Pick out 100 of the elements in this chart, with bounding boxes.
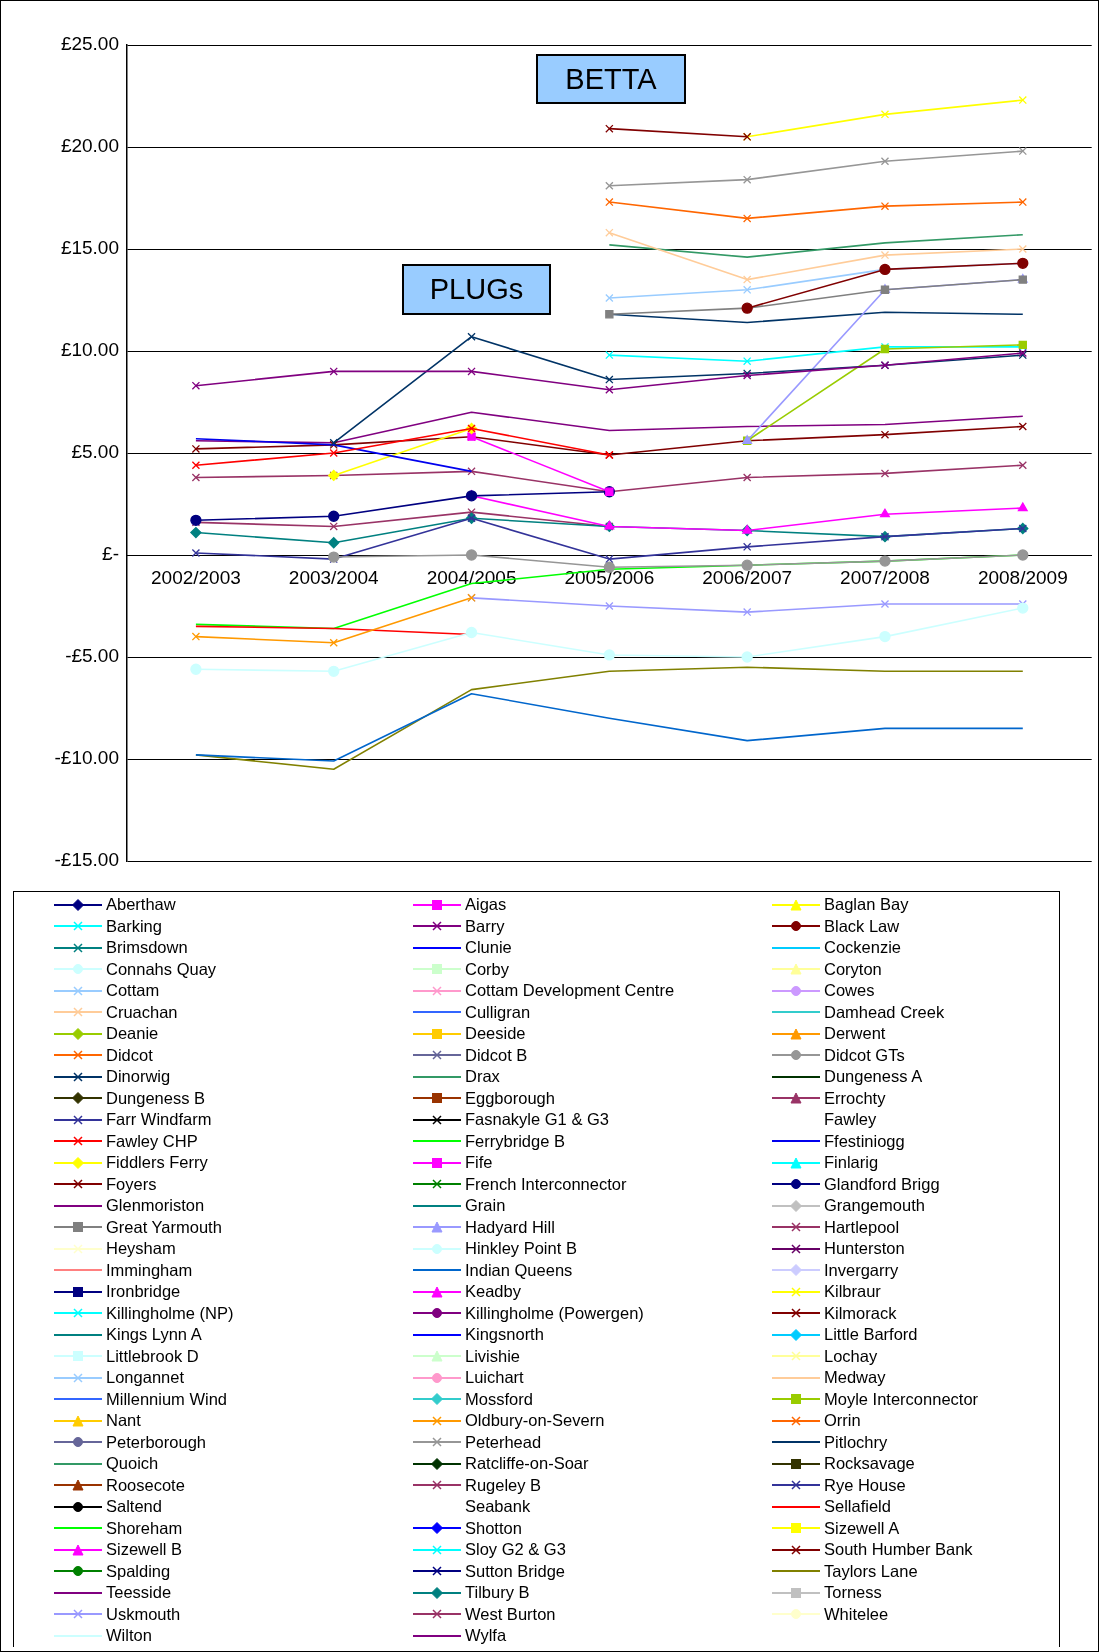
y-tick-label: -£15.00 <box>54 849 119 871</box>
legend-label: Ratcliffe-on-Soar <box>465 1454 589 1474</box>
legend-label: Barry <box>465 916 505 936</box>
legend-label: Fasnakyle G1 & G3 <box>465 1110 609 1130</box>
legend-label: Heysham <box>106 1239 176 1259</box>
legend-label: Taylors Lane <box>824 1561 918 1581</box>
legend-label: Grain <box>465 1196 506 1216</box>
x-tick-label: 2006/2007 <box>702 566 793 588</box>
legend-label: Wilton <box>106 1626 152 1646</box>
legend-label: Longannet <box>106 1368 184 1388</box>
legend-label: South Humber Bank <box>824 1540 973 1560</box>
legend-label: Baglan Bay <box>824 895 909 915</box>
legend-label: Wylfa <box>465 1626 507 1646</box>
text: Seabank <box>465 1497 531 1517</box>
legend-label: Kings Lynn A <box>106 1325 202 1345</box>
legend-label: Sizewell A <box>824 1518 900 1538</box>
legend-label: Roosecote <box>106 1475 185 1495</box>
legend-label: Sloy G2 & G3 <box>465 1540 566 1560</box>
legend-label: Fiddlers Ferry <box>106 1153 208 1173</box>
legend-label: Orrin <box>824 1411 861 1431</box>
legend-label: Kilmorack <box>824 1303 897 1323</box>
legend-label: Finlarig <box>824 1153 879 1173</box>
legend-label: Peterborough <box>106 1432 206 1452</box>
legend-label: Fife <box>465 1153 493 1173</box>
legend-label: West Burton <box>465 1604 556 1624</box>
legend-label: Dinorwig <box>106 1067 171 1087</box>
legend-label: Cottam Development Centre <box>465 981 675 1001</box>
legend-label: Black Law <box>824 916 900 936</box>
x-tick-label: 2003/2004 <box>288 566 380 588</box>
text: Fawley <box>824 1110 877 1130</box>
legend-label: Aberthaw <box>106 895 176 915</box>
legend-label: Dungeness B <box>106 1088 206 1108</box>
y-tick-label: -£10.00 <box>54 747 119 769</box>
legend-label: Coryton <box>824 959 882 979</box>
legend-label: Rocksavage <box>824 1454 915 1474</box>
legend-label: Quoich <box>106 1454 159 1474</box>
y-tick-label: £25.00 <box>60 33 119 55</box>
legend-label: Cruachan <box>106 1002 178 1022</box>
legend-label: Foyers <box>106 1174 157 1194</box>
y-tick-label: £20.00 <box>60 135 119 157</box>
legend-label: Immingham <box>106 1260 193 1280</box>
legend-label: Whitelee <box>824 1604 889 1624</box>
legend-label: Killingholme (NP) <box>106 1303 234 1323</box>
legend-label: Peterhead <box>465 1432 542 1452</box>
legend-label: Hartlepool <box>824 1217 900 1237</box>
legend-label: Deanie <box>106 1024 159 1044</box>
y-tick-label: £15.00 <box>60 237 119 259</box>
y-tick-label: £10.00 <box>60 339 119 361</box>
legend-label: Nant <box>106 1411 141 1431</box>
legend-label: Didcot <box>106 1045 153 1065</box>
annotation: BETTA <box>536 54 686 104</box>
legend-label: Deeside <box>465 1024 526 1044</box>
legend-label: Spalding <box>106 1561 171 1581</box>
legend-label: Millennium Wind <box>106 1389 228 1409</box>
legend-label: Luichart <box>465 1368 524 1388</box>
legend-label: Rye House <box>824 1475 906 1495</box>
legend-label: Uskmouth <box>106 1604 181 1624</box>
legend-label: Oldbury-on-Severn <box>465 1411 605 1431</box>
legend-label: Great Yarmouth <box>106 1217 222 1237</box>
legend-label: Glandford Brigg <box>824 1174 940 1194</box>
legend-label: Rugeley B <box>465 1475 542 1495</box>
legend-label: Culligran <box>465 1002 531 1022</box>
legend-label: Hadyard Hill <box>465 1217 555 1237</box>
x-tick-label: 2005/2006 <box>564 566 655 588</box>
legend-label: Aigas <box>465 895 507 915</box>
legend-label: Ferrybridge B <box>465 1131 565 1151</box>
legend-label: Damhead Creek <box>824 1002 945 1022</box>
legend-label: Glenmoriston <box>106 1196 205 1216</box>
y-tick-label: £- <box>102 543 119 565</box>
legend-label: French Interconnector <box>465 1174 627 1194</box>
legend-label: Derwent <box>824 1024 886 1044</box>
legend-label: Dungeness A <box>824 1067 923 1087</box>
legend-label: Connahs Quay <box>106 959 217 979</box>
legend-label: Eggborough <box>465 1088 555 1108</box>
legend-label: Cockenzie <box>824 938 902 958</box>
x-tick-label: 2008/2009 <box>977 566 1068 588</box>
legend-label: Littlebrook D <box>106 1346 199 1366</box>
legend-label: Ironbridge <box>106 1282 181 1302</box>
legend-label: Sellafield <box>824 1497 891 1517</box>
legend-label: Shotton <box>465 1518 522 1538</box>
legend-label: Lochay <box>824 1346 878 1366</box>
legend-label: Corby <box>465 959 510 979</box>
y-tick-label: -£5.00 <box>65 645 119 667</box>
annotation: PLUGs <box>402 264 551 315</box>
x-tick-label: 2007/2008 <box>840 566 930 588</box>
legend-label: Kingsnorth <box>465 1325 544 1345</box>
legend-label: Hunterston <box>824 1239 905 1259</box>
legend-label: Saltend <box>106 1497 162 1517</box>
legend-label: Indian Queens <box>465 1260 573 1280</box>
legend-label: Pitlochry <box>824 1432 888 1452</box>
legend-label: Kilbraur <box>824 1282 881 1302</box>
legend-label: Livishie <box>465 1346 521 1366</box>
legend-label: Farr Windfarm <box>106 1110 212 1130</box>
legend-label: Medway <box>824 1368 886 1388</box>
legend-label: Tilbury B <box>465 1583 530 1603</box>
legend-label: Moyle Interconnector <box>824 1389 979 1409</box>
legend-label: Didcot B <box>465 1045 528 1065</box>
legend-label: Sutton Bridge <box>465 1561 565 1581</box>
legend-label: Invergarry <box>824 1260 899 1280</box>
legend-label: Little Barford <box>824 1325 918 1345</box>
